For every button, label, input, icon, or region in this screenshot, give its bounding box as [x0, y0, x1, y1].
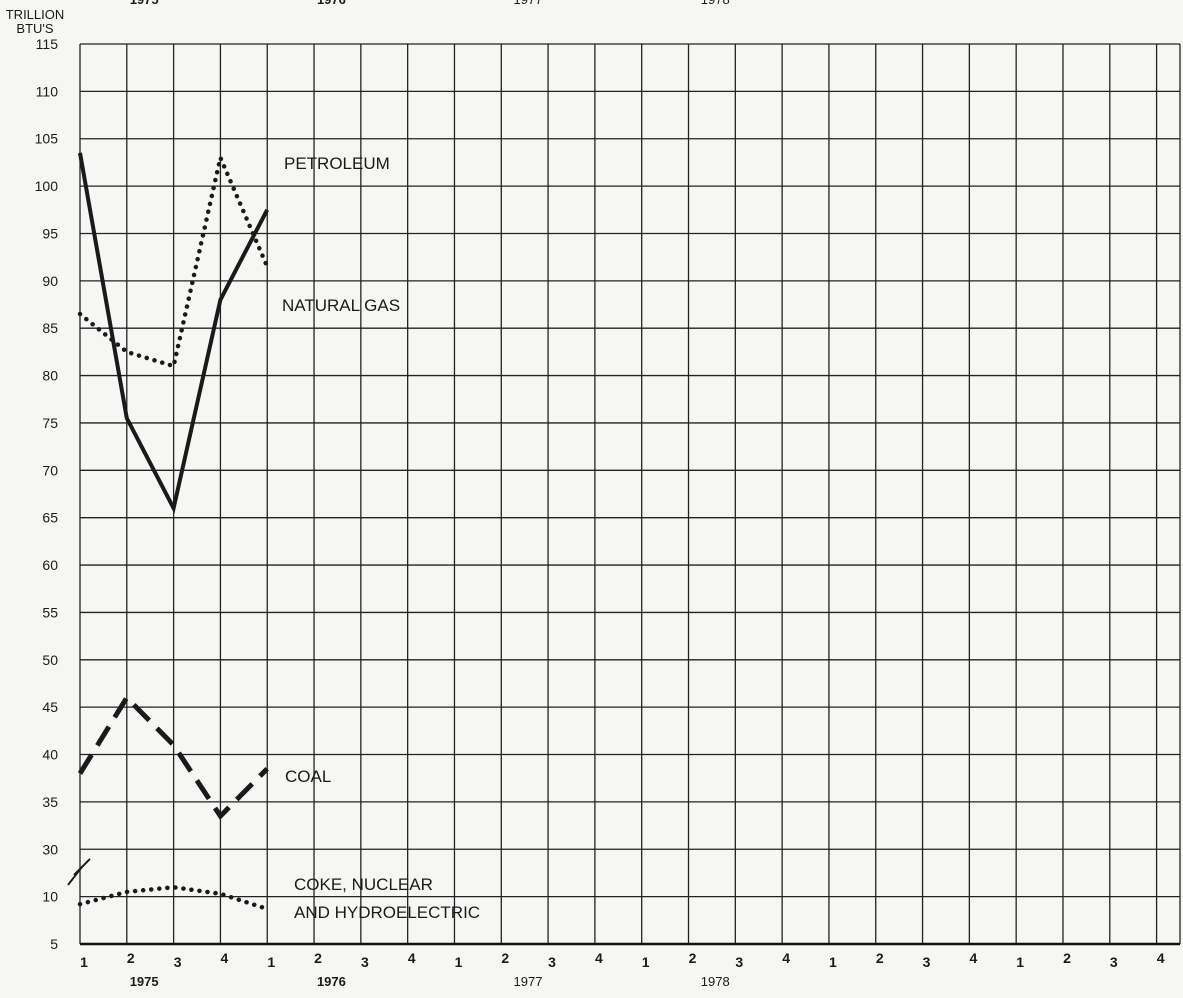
- x-year-label: 1978: [701, 974, 730, 989]
- x-tick-label: 3: [1110, 954, 1118, 970]
- series-line-natural-gas: [78, 152, 269, 514]
- x-tick-label: 4: [782, 950, 790, 966]
- x-tick-label: 1: [829, 954, 837, 970]
- series-label-natural-gas: NATURAL GAS: [282, 296, 400, 315]
- y-tick-label: 50: [42, 652, 58, 668]
- series-label-coke-line2: AND HYDROELECTRIC: [294, 903, 480, 922]
- y-tick-label: 70: [42, 462, 58, 478]
- y-tick-label: 5: [50, 936, 58, 952]
- y-axis-label-line2: BTU'S: [16, 21, 53, 36]
- axis-break-mark: [67, 858, 91, 886]
- x-tick-label: 1: [455, 954, 463, 970]
- y-tick-label: 30: [42, 841, 58, 857]
- y-tick-label: 75: [42, 415, 58, 431]
- x-tick-label: 1: [642, 954, 650, 970]
- y-tick-label: 90: [42, 273, 58, 289]
- y-tick-label: 110: [36, 83, 59, 99]
- top-year-label: 1975: [130, 0, 159, 7]
- x-tick-label: 3: [548, 954, 556, 970]
- y-tick-label: 35: [42, 794, 58, 810]
- x-tick-label: 2: [1063, 950, 1071, 966]
- x-tick-label: 1: [1016, 954, 1024, 970]
- x-tick-label: 2: [876, 950, 884, 966]
- top-year-label: 1978: [701, 0, 730, 7]
- x-tick-label: 2: [501, 950, 509, 966]
- x-tick-label: 4: [969, 950, 977, 966]
- y-tick-label: 85: [42, 320, 58, 336]
- x-tick-label: 1: [80, 954, 88, 970]
- x-tick-label: 2: [314, 950, 322, 966]
- series-label-coal: COAL: [285, 767, 331, 786]
- series-label-petroleum: PETROLEUM: [284, 154, 390, 173]
- x-tick-label: 3: [923, 954, 931, 970]
- y-tick-label: 100: [35, 178, 59, 194]
- x-year-labels: 1975 1976 1977 1978: [130, 974, 730, 989]
- x-year-label: 1976: [317, 974, 346, 989]
- x-tick-label: 3: [174, 954, 182, 970]
- x-tick-labels: 1 2 3 4 1 2 3 4 1 2 3 4 1 2 3 4 1 2 3 4 1 2 3 4: [80, 950, 1165, 970]
- y-tick-labels: 1151101051009590858075706560555045403530…: [35, 36, 59, 952]
- y-tick-label: 45: [42, 699, 58, 715]
- y-tick-label: 55: [42, 604, 58, 620]
- x-year-label: 1975: [130, 974, 159, 989]
- x-tick-label: 4: [595, 950, 603, 966]
- top-year-label: 1977: [514, 0, 543, 7]
- x-tick-label: 1: [267, 954, 275, 970]
- top-year-label: 1976: [317, 0, 346, 7]
- y-tick-label: 95: [42, 225, 58, 241]
- top-year-labels: 1975 1976 1977 1978: [130, 0, 730, 7]
- x-tick-label: 2: [689, 950, 697, 966]
- y-tick-label: 40: [42, 747, 58, 763]
- y-tick-label: 65: [42, 510, 58, 526]
- x-tick-label: 4: [408, 950, 416, 966]
- y-tick-label: 10: [42, 889, 58, 905]
- x-tick-label: 2: [127, 950, 135, 966]
- x-tick-label: 3: [735, 954, 743, 970]
- x-tick-label: 4: [1157, 950, 1165, 966]
- x-year-label: 1977: [514, 974, 543, 989]
- x-tick-label: 3: [361, 954, 369, 970]
- x-tick-label: 4: [221, 950, 229, 966]
- chart-grid: [79, 43, 1181, 946]
- y-tick-label: 115: [36, 36, 59, 52]
- y-tick-label: 80: [42, 368, 58, 384]
- series-label-coke-line1: COKE, NUCLEAR: [294, 875, 433, 894]
- y-axis-label-line1: TRILLION: [6, 7, 65, 22]
- y-tick-label: 60: [42, 557, 58, 573]
- series-line-coke-nuclear-hydro: [77, 884, 270, 912]
- chart-series: [77, 150, 270, 912]
- y-tick-label: 105: [35, 131, 59, 147]
